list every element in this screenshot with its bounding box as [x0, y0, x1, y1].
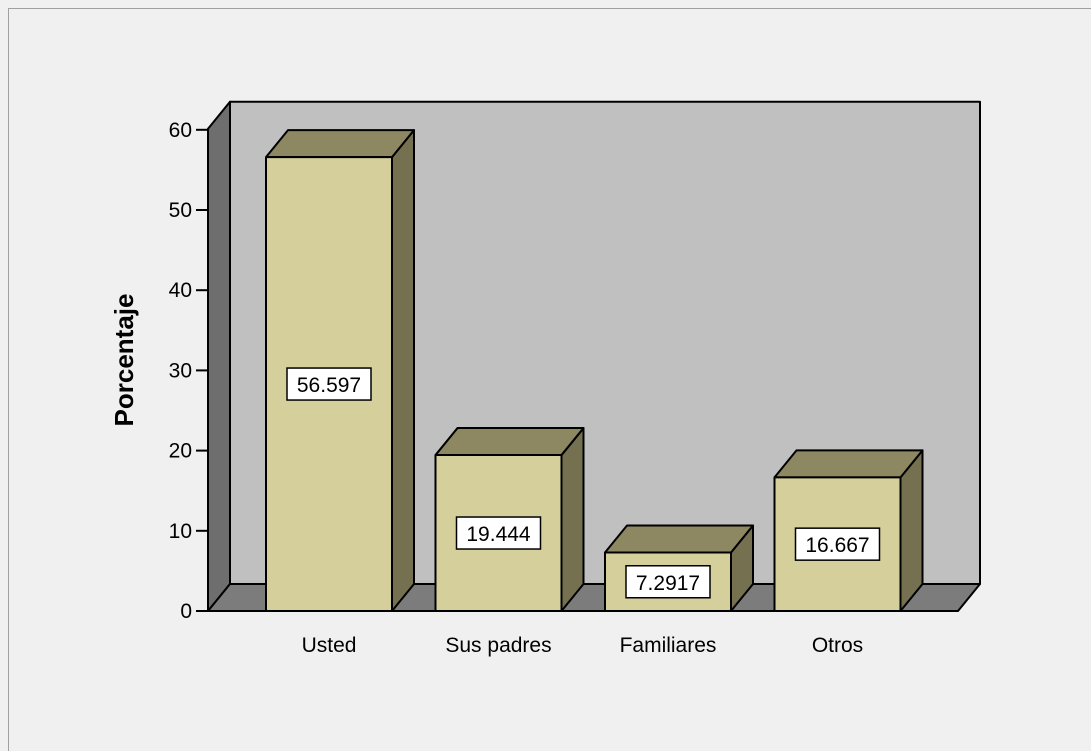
data-label: 7.2917 [636, 572, 700, 595]
y-tick-label: 10 [169, 520, 192, 543]
y-tick-label: 60 [169, 119, 192, 142]
category-label: Sus padres [445, 634, 551, 657]
category-label: Otros [812, 634, 863, 657]
data-label: 16.667 [805, 534, 869, 557]
y-tick-label: 40 [169, 279, 192, 302]
y-tick-label: 0 [180, 600, 192, 623]
data-label: 19.444 [466, 523, 531, 546]
data-label-box [286, 367, 372, 401]
bar-sus-padres: 19.444 [434, 427, 585, 612]
y-tick-label: 50 [169, 199, 192, 222]
category-label: Familiares [620, 634, 717, 657]
bar-top [265, 129, 415, 159]
bar-side [560, 427, 585, 612]
bars: 56.597 19.444 7.2917 16.667 [265, 129, 924, 613]
bar-top [773, 449, 924, 479]
category-labels: Usted Sus padres Familiares Otros [302, 634, 864, 657]
bar-side [391, 129, 415, 612]
bar-usted: 56.597 [265, 129, 415, 612]
bar-top [604, 524, 754, 554]
y-axis: 0 10 20 30 40 50 60 [169, 119, 209, 623]
bar-otros: 16.667 [773, 449, 924, 612]
data-label-box [625, 565, 711, 599]
data-label: 56.597 [297, 374, 361, 397]
category-label: Usted [302, 634, 357, 657]
y-axis-label: Porcentaje [109, 294, 139, 427]
data-label-box [455, 516, 542, 550]
y-tick-label: 30 [169, 359, 192, 382]
data-label-box [794, 527, 881, 561]
y-tick-label: 20 [169, 440, 192, 463]
bar-familiares: 7.2917 [604, 524, 754, 613]
left-wall [207, 100, 231, 612]
bar-top [434, 427, 585, 457]
